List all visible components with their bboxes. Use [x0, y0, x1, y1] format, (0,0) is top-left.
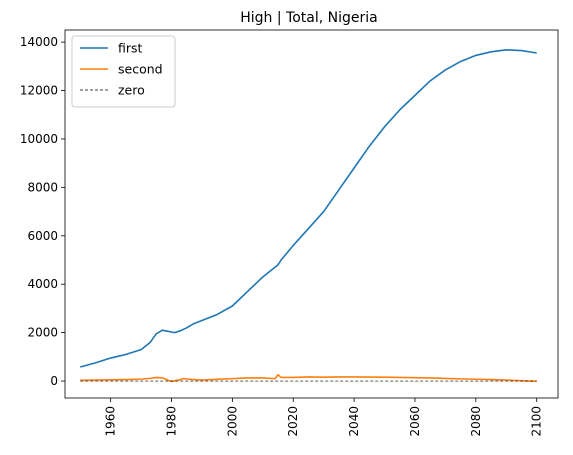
y-tick-label: 4000: [27, 277, 58, 291]
x-tick-label: 2060: [408, 406, 422, 437]
legend-label-zero: zero: [118, 83, 145, 98]
y-tick-label: 2000: [27, 326, 58, 340]
y-tick-label: 8000: [27, 180, 58, 194]
y-tick-label: 14000: [20, 35, 58, 49]
series-line-second: [80, 373, 537, 383]
x-tick-label: 2100: [530, 406, 544, 437]
legend: first second zero: [71, 35, 176, 108]
x-tick-label: 2040: [347, 406, 361, 437]
y-tick-label: 0: [50, 374, 58, 388]
x-tick-label: 2020: [286, 406, 300, 437]
y-tick-label: 10000: [20, 132, 58, 146]
plot-frame: [64, 29, 559, 399]
legend-box: [71, 35, 176, 108]
x-tick-label: 2000: [225, 406, 239, 437]
legend-label-second: second: [118, 62, 163, 77]
series-line-first: [80, 49, 537, 368]
x-tick-label: 1960: [104, 406, 118, 437]
y-tick-label: 12000: [20, 84, 58, 98]
legend-label-first: first: [118, 41, 143, 56]
chart-title: High | Total, Nigeria: [240, 10, 377, 26]
y-tick-label: 6000: [27, 229, 58, 243]
x-tick-label: 1980: [165, 406, 179, 437]
x-tick-label: 2080: [469, 406, 483, 437]
